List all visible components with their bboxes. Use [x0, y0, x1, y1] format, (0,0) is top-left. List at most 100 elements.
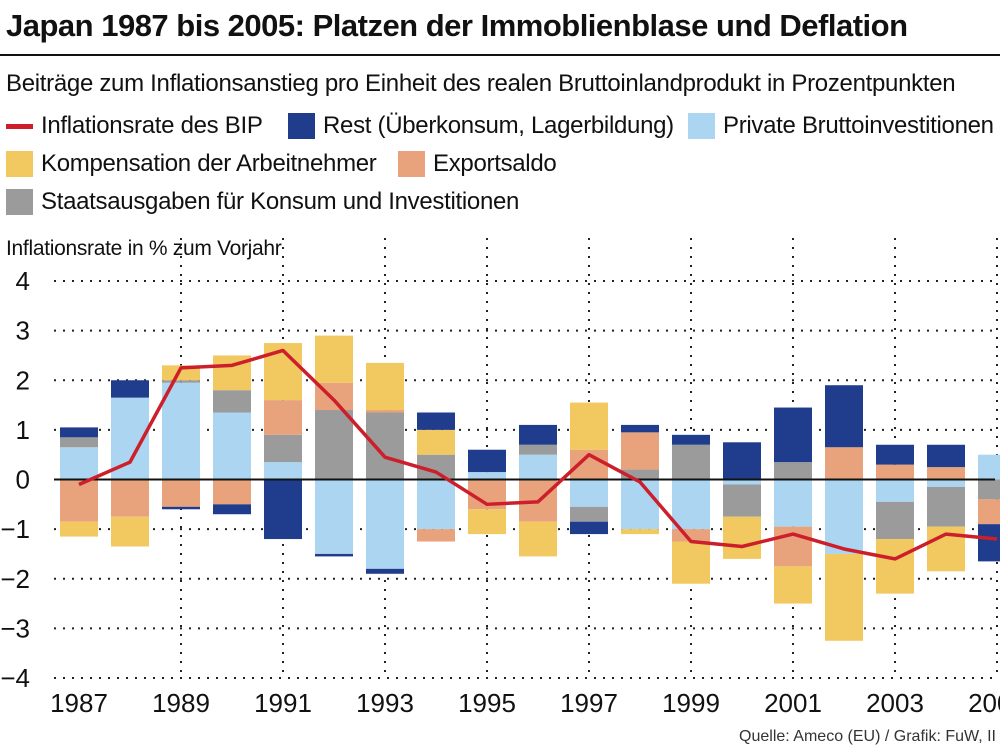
bar-segment-comp	[111, 516, 149, 547]
y-tick-label: −2	[0, 564, 30, 594]
x-tick-label: 1991	[254, 688, 312, 718]
legend-swatch-invest	[688, 113, 715, 139]
bar-segment-comp	[366, 362, 404, 411]
bar-segment-rest	[366, 568, 404, 574]
bar-segment-rest	[213, 504, 251, 515]
bar-segment-export	[978, 499, 1000, 525]
y-axis-title: Inflationsrate in % zum Vorjahr	[6, 237, 282, 260]
chart-subtitle: Beiträge zum Inflationsanstieg pro Einhe…	[6, 70, 956, 97]
bar-segment-export	[60, 479, 98, 522]
bar-segment-invest	[672, 479, 710, 530]
bar-segment-rest	[111, 380, 149, 398]
bar-segment-comp	[60, 521, 98, 537]
bar-segment-gov	[519, 444, 557, 455]
legend-item-invest: Private Bruttoinvestitionen	[688, 112, 994, 140]
bar-segment-invest	[315, 479, 353, 554]
bar-segment-rest	[315, 553, 353, 557]
bar-segment-invest	[774, 479, 812, 527]
bar-segment-export	[111, 479, 149, 517]
legend-item-comp: Kompensation der Arbeitnehmer	[6, 150, 377, 178]
y-tick-label: −4	[0, 663, 30, 693]
bar-segment-rest	[876, 444, 914, 465]
y-tick-label: −1	[0, 514, 30, 544]
legend-line-swatch	[6, 123, 33, 129]
y-tick-label: 0	[16, 465, 30, 495]
bar-segment-invest	[978, 454, 1000, 480]
x-tick-label: 2005	[968, 688, 1000, 718]
legend-label-gov: Staatsausgaben für Konsum und Investitio…	[41, 188, 520, 215]
bar-segment-comp	[672, 541, 710, 584]
bar-segment-rest	[570, 521, 608, 535]
legend-item-gov: Staatsausgaben für Konsum und Investitio…	[6, 188, 519, 216]
y-tick-label: 1	[16, 415, 30, 445]
source-note: Quelle: Ameco (EU) / Grafik: FuW, II	[739, 728, 996, 745]
bar-segment-comp	[315, 335, 353, 383]
bar-segment-invest	[723, 479, 761, 485]
bar-segment-gov	[162, 380, 200, 383]
y-tick-label: 3	[16, 316, 30, 346]
x-tick-label: 1993	[356, 688, 414, 718]
bar-segment-invest	[417, 479, 455, 530]
bar-segment-comp	[723, 516, 761, 559]
y-tick-label: 2	[16, 365, 30, 395]
legend-item-export: Exportsaldo	[398, 150, 557, 178]
bar-segment-rest	[723, 442, 761, 480]
bar-segment-gov	[774, 462, 812, 480]
chart-title: Japan 1987 bis 2005: Platzen der Immobli…	[6, 8, 908, 43]
bar-segment-rest	[927, 444, 965, 468]
bar-segment-comp	[468, 509, 506, 535]
bar-segment-invest	[825, 479, 863, 554]
bar-segment-rest	[60, 427, 98, 438]
bar-segment-rest	[672, 434, 710, 445]
bar-segment-rest	[519, 424, 557, 445]
title-rule	[0, 54, 1000, 56]
bar-segment-export	[825, 447, 863, 480]
bar-segment-invest	[621, 479, 659, 530]
x-tick-label: 1997	[560, 688, 618, 718]
bar-segment-gov	[876, 501, 914, 540]
bar-segment-gov	[366, 412, 404, 480]
legend-label-rest: Rest (Überkonsum, Lagerbildung)	[323, 112, 674, 139]
bar-segment-rest	[162, 506, 200, 510]
bar-segment-export	[417, 529, 455, 542]
legend-swatch-rest	[288, 113, 315, 139]
bar-segment-comp	[417, 429, 455, 455]
bar-segment-comp	[774, 566, 812, 604]
y-tick-label: 4	[16, 266, 30, 296]
bar-segment-rest	[825, 385, 863, 448]
bar-segment-gov	[723, 484, 761, 517]
x-tick-label: 1995	[458, 688, 516, 718]
bar-segment-export	[876, 464, 914, 480]
x-tick-label: 1989	[152, 688, 210, 718]
bar-segment-rest	[417, 412, 455, 430]
legend-swatch-gov	[6, 189, 33, 215]
legend-label-comp: Kompensation der Arbeitnehmer	[41, 150, 377, 177]
bar-segment-invest	[876, 479, 914, 502]
bar-segment-invest	[213, 412, 251, 480]
bar-segment-gov	[978, 479, 1000, 500]
bar-segment-invest	[60, 447, 98, 480]
bar-segment-gov	[672, 444, 710, 480]
bar-segment-export	[162, 479, 200, 507]
bar-segment-gov	[60, 437, 98, 448]
bar-segment-comp	[519, 521, 557, 557]
bar-segment-invest	[162, 382, 200, 480]
bar-segment-invest	[468, 472, 506, 480]
bar-segment-comp	[621, 529, 659, 535]
bar-segment-rest	[468, 449, 506, 473]
bar-segment-export	[366, 410, 404, 413]
legend-item-rest: Rest (Überkonsum, Lagerbildung)	[288, 112, 674, 140]
bar-segment-gov	[315, 410, 353, 480]
bar-segment-invest	[570, 479, 608, 507]
legend-label-invest: Private Bruttoinvestitionen	[723, 112, 994, 139]
legend-swatch-export	[398, 151, 425, 177]
x-tick-label: 1987	[50, 688, 108, 718]
bar-segment-invest	[519, 454, 557, 480]
bar-segment-export	[213, 479, 251, 505]
bar-segment-invest	[264, 462, 302, 480]
bar-segment-gov	[570, 506, 608, 522]
bar-segment-gov	[213, 390, 251, 413]
bar-segment-comp	[825, 553, 863, 641]
x-tick-label: 2003	[866, 688, 924, 718]
